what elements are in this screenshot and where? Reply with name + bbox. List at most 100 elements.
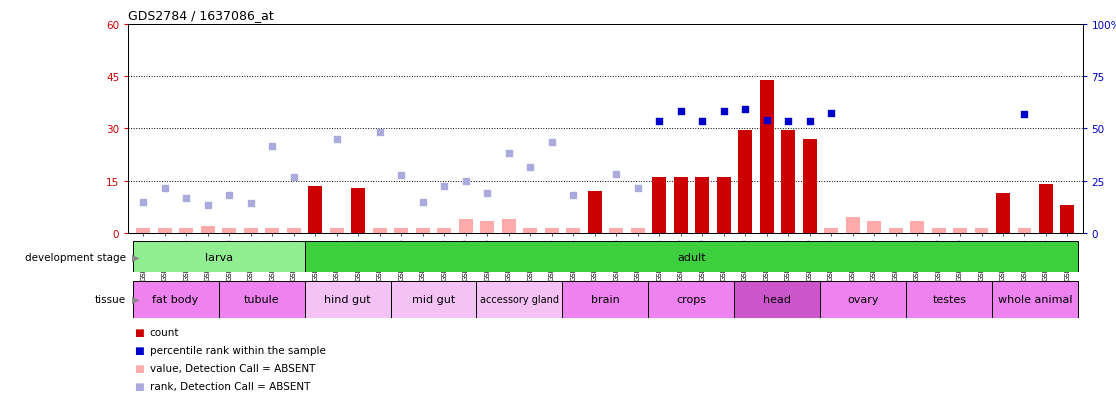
Bar bbox=[523, 228, 537, 233]
Bar bbox=[631, 228, 645, 233]
Point bbox=[607, 171, 625, 178]
Bar bbox=[846, 218, 859, 233]
Bar bbox=[652, 178, 666, 233]
Text: tissue: tissue bbox=[95, 294, 126, 304]
Bar bbox=[305, 242, 1078, 273]
Point bbox=[693, 119, 711, 126]
Text: tubule: tubule bbox=[243, 294, 279, 304]
Bar bbox=[287, 228, 301, 233]
Bar bbox=[992, 281, 1078, 318]
Bar bbox=[906, 281, 992, 318]
Bar bbox=[308, 186, 323, 233]
Bar bbox=[1039, 185, 1054, 233]
Bar bbox=[566, 228, 580, 233]
Text: ■: ■ bbox=[134, 363, 144, 373]
Text: crops: crops bbox=[676, 294, 706, 304]
Point bbox=[414, 199, 432, 205]
Text: ▶: ▶ bbox=[132, 252, 140, 262]
Bar bbox=[820, 281, 906, 318]
Bar bbox=[394, 228, 408, 233]
Bar bbox=[244, 228, 258, 233]
Bar bbox=[802, 140, 817, 233]
Bar bbox=[910, 221, 924, 233]
Bar bbox=[974, 228, 989, 233]
Point bbox=[156, 185, 174, 192]
Bar bbox=[562, 281, 648, 318]
Bar bbox=[459, 219, 473, 233]
Point bbox=[177, 195, 195, 202]
Point bbox=[221, 192, 239, 198]
Bar bbox=[695, 178, 709, 233]
Bar bbox=[674, 178, 687, 233]
Text: testes: testes bbox=[932, 294, 966, 304]
Bar bbox=[932, 228, 945, 233]
Point bbox=[263, 143, 281, 150]
Point bbox=[456, 178, 474, 185]
Point bbox=[242, 200, 260, 207]
Text: development stage: development stage bbox=[25, 252, 126, 262]
Text: ovary: ovary bbox=[847, 294, 879, 304]
Bar bbox=[352, 188, 365, 233]
Text: brain: brain bbox=[591, 294, 619, 304]
Bar bbox=[588, 192, 602, 233]
Bar bbox=[734, 281, 820, 318]
Bar bbox=[437, 228, 451, 233]
Bar bbox=[867, 221, 881, 233]
Bar bbox=[305, 281, 391, 318]
Text: larva: larva bbox=[204, 252, 232, 262]
Point bbox=[800, 119, 818, 126]
Bar bbox=[824, 228, 838, 233]
Bar bbox=[373, 228, 387, 233]
Text: rank, Detection Call = ABSENT: rank, Detection Call = ABSENT bbox=[150, 381, 310, 391]
Text: percentile rank within the sample: percentile rank within the sample bbox=[150, 345, 326, 355]
Bar bbox=[609, 228, 623, 233]
Text: accessory gland: accessory gland bbox=[480, 294, 559, 304]
Text: hind gut: hind gut bbox=[325, 294, 371, 304]
Bar bbox=[201, 226, 215, 233]
Bar bbox=[330, 228, 344, 233]
Text: ■: ■ bbox=[134, 345, 144, 355]
Point bbox=[500, 150, 518, 157]
Bar bbox=[391, 281, 477, 318]
Point bbox=[565, 192, 583, 198]
Point bbox=[393, 173, 411, 179]
Text: whole animal: whole animal bbox=[998, 294, 1072, 304]
Bar bbox=[502, 219, 516, 233]
Point bbox=[435, 183, 453, 190]
Bar bbox=[266, 228, 279, 233]
Bar bbox=[219, 281, 305, 318]
Bar bbox=[180, 228, 193, 233]
Bar bbox=[648, 281, 734, 318]
Bar bbox=[1060, 206, 1075, 233]
Point bbox=[542, 140, 560, 146]
Bar bbox=[133, 242, 305, 273]
Bar bbox=[222, 228, 237, 233]
Point bbox=[758, 117, 776, 123]
Text: GDS2784 / 1637086_at: GDS2784 / 1637086_at bbox=[128, 9, 275, 22]
Point bbox=[134, 199, 152, 205]
Point bbox=[371, 129, 388, 136]
Point bbox=[822, 110, 840, 117]
Bar bbox=[545, 228, 559, 233]
Bar bbox=[1018, 228, 1031, 233]
Point bbox=[1016, 112, 1033, 119]
Text: ■: ■ bbox=[134, 381, 144, 391]
Point bbox=[737, 107, 754, 113]
Bar bbox=[953, 228, 966, 233]
Bar bbox=[888, 228, 903, 233]
Text: adult: adult bbox=[677, 252, 705, 262]
Bar bbox=[781, 131, 795, 233]
Bar bbox=[716, 178, 731, 233]
Bar bbox=[477, 281, 562, 318]
Bar bbox=[416, 228, 430, 233]
Point bbox=[521, 164, 539, 171]
Point bbox=[328, 136, 346, 143]
Bar bbox=[760, 81, 773, 233]
Text: count: count bbox=[150, 328, 179, 337]
Bar bbox=[136, 228, 151, 233]
Text: head: head bbox=[763, 294, 791, 304]
Point bbox=[651, 119, 668, 126]
Point bbox=[628, 185, 646, 192]
Point bbox=[714, 108, 732, 115]
Point bbox=[199, 202, 217, 209]
